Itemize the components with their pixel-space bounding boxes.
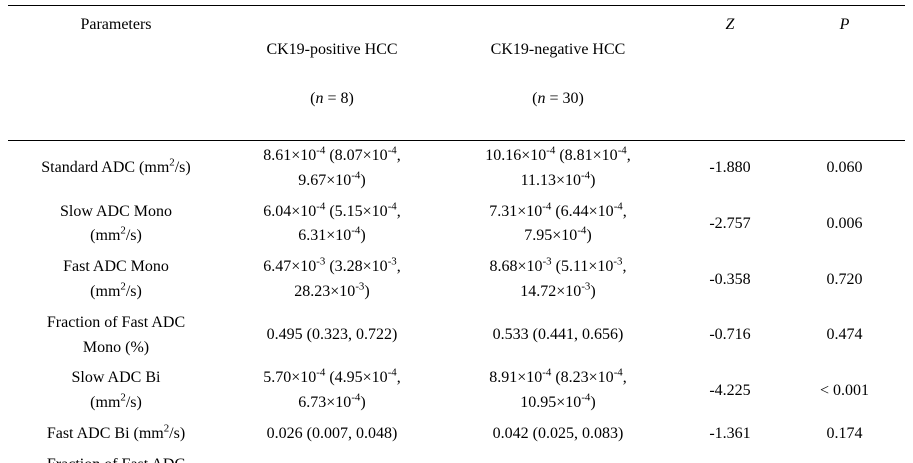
table-row-fast-adc-mono: Fast ADC Mono (mm2/s) 6.47×10-3 (3.28×10… [8, 252, 905, 308]
ck19-positive-cell: 0.508 (0.295, 0.651) [224, 450, 440, 463]
table-row-standard-adc: Standard ADC (mm2/s) 8.61×10-4 (8.07×10-… [8, 140, 905, 196]
ck19-negative-cell: 0.401 (0.309, 0.565) [440, 450, 676, 463]
z-value-cell: -0.358 [709, 270, 751, 288]
z-value-cell: -0.967 [676, 450, 784, 463]
parameter-cell: Standard ADC (mm2/s) [41, 157, 191, 177]
col-header-ck19-positive-n: (n = 8) [310, 90, 354, 108]
ck19-negative-cell: 10.16×10-4 (8.81×10-4, 11.13×10-4) [485, 144, 631, 189]
ck19-negative-cell: 8.68×10-3 (5.11×10-3, 14.72×10-3) [489, 255, 627, 300]
col-header-z: Z [725, 16, 735, 33]
ck19-positive-cell: 8.61×10-4 (8.07×10-4, 9.67×10-4) [263, 144, 401, 189]
col-header-ck19-negative-title: CK19-negative HCC [490, 40, 626, 58]
table-row-fast-adc-bi: Fast ADC Bi (mm2/s) 0.026 (0.007, 0.048)… [8, 419, 905, 450]
table-body: Standard ADC (mm2/s) 8.61×10-4 (8.07×10-… [8, 140, 905, 463]
ck19-positive-cell: 0.495 (0.323, 0.722) [266, 326, 398, 344]
table-row-fraction-fast-adc-bi: Fraction of Fast ADC Bi (%) 0.508 (0.295… [8, 450, 905, 463]
col-header-parameters: Parameters [80, 16, 152, 33]
parameter-cell: Fast ADC Bi (mm2/s) [46, 422, 186, 442]
z-value-cell: -1.880 [709, 159, 751, 177]
parameter-cell: Fast ADC Mono (mm2/s) [63, 258, 169, 300]
header-row: Parameters CK19-positive HCC (n = 8) CK1… [8, 6, 905, 141]
ck19-positive-cell: 0.026 (0.007, 0.048) [266, 424, 398, 442]
parameter-cell: Slow ADC Mono (mm2/s) [59, 202, 173, 245]
ck19-negative-cell: 7.31×10-4 (6.44×10-4, 7.95×10-4) [489, 200, 627, 245]
ck19-positive-cell: 5.70×10-4 (4.95×10-4, 6.73×10-4) [263, 367, 401, 412]
p-value-cell: 0.060 [826, 159, 863, 177]
table-row-slow-adc-mono: Slow ADC Mono (mm2/s) 6.04×10-4 (5.15×10… [8, 197, 905, 253]
table-header: Parameters CK19-positive HCC (n = 8) CK1… [8, 6, 905, 141]
p-value-cell: 0.474 [826, 326, 863, 344]
col-header-ck19-negative-n: (n = 30) [532, 90, 584, 108]
ck19-positive-cell: 6.47×10-3 (3.28×10-3, 28.23×10-3) [263, 255, 401, 300]
p-value-cell: 0.174 [826, 424, 863, 442]
p-value-cell: < 0.001 [819, 381, 870, 399]
z-value-cell: -0.716 [709, 326, 751, 344]
ck19-negative-cell: 0.042 (0.025, 0.083) [492, 424, 624, 442]
col-header-ck19-positive: CK19-positive HCC (n = 8) [224, 6, 440, 141]
parameter-cell: Fraction of Fast ADC Mono (%) [46, 313, 186, 356]
p-value-cell: 0.720 [826, 270, 863, 288]
parameter-cell: Fraction of Fast ADC Bi (%) [8, 450, 224, 463]
z-value-cell: -1.361 [709, 424, 751, 442]
ck19-positive-cell: 6.04×10-4 (5.15×10-4, 6.31×10-4) [263, 200, 401, 245]
ck19-negative-cell: 8.91×10-4 (8.23×10-4, 10.95×10-4) [489, 367, 627, 412]
table-row-fraction-fast-adc-mono: Fraction of Fast ADC Mono (%) 0.495 (0.3… [8, 308, 905, 364]
z-value-cell: -2.757 [709, 214, 751, 232]
parameter-cell: Slow ADC Bi (mm2/s) [71, 369, 161, 412]
col-header-ck19-negative: CK19-negative HCC (n = 30) [440, 6, 676, 141]
results-table: Parameters CK19-positive HCC (n = 8) CK1… [8, 5, 905, 463]
p-value-cell: 0.334 [784, 450, 905, 463]
z-value-cell: -4.225 [709, 381, 751, 399]
ck19-negative-cell: 0.533 (0.441, 0.656) [492, 326, 624, 344]
table-row-slow-adc-bi: Slow ADC Bi (mm2/s) 5.70×10-4 (4.95×10-4… [8, 363, 905, 419]
col-header-p: P [839, 16, 850, 33]
p-value-cell: 0.006 [826, 214, 863, 232]
col-header-ck19-positive-title: CK19-positive HCC [266, 40, 398, 58]
page: { "page": { "background_color": "#ffffff… [0, 5, 913, 463]
